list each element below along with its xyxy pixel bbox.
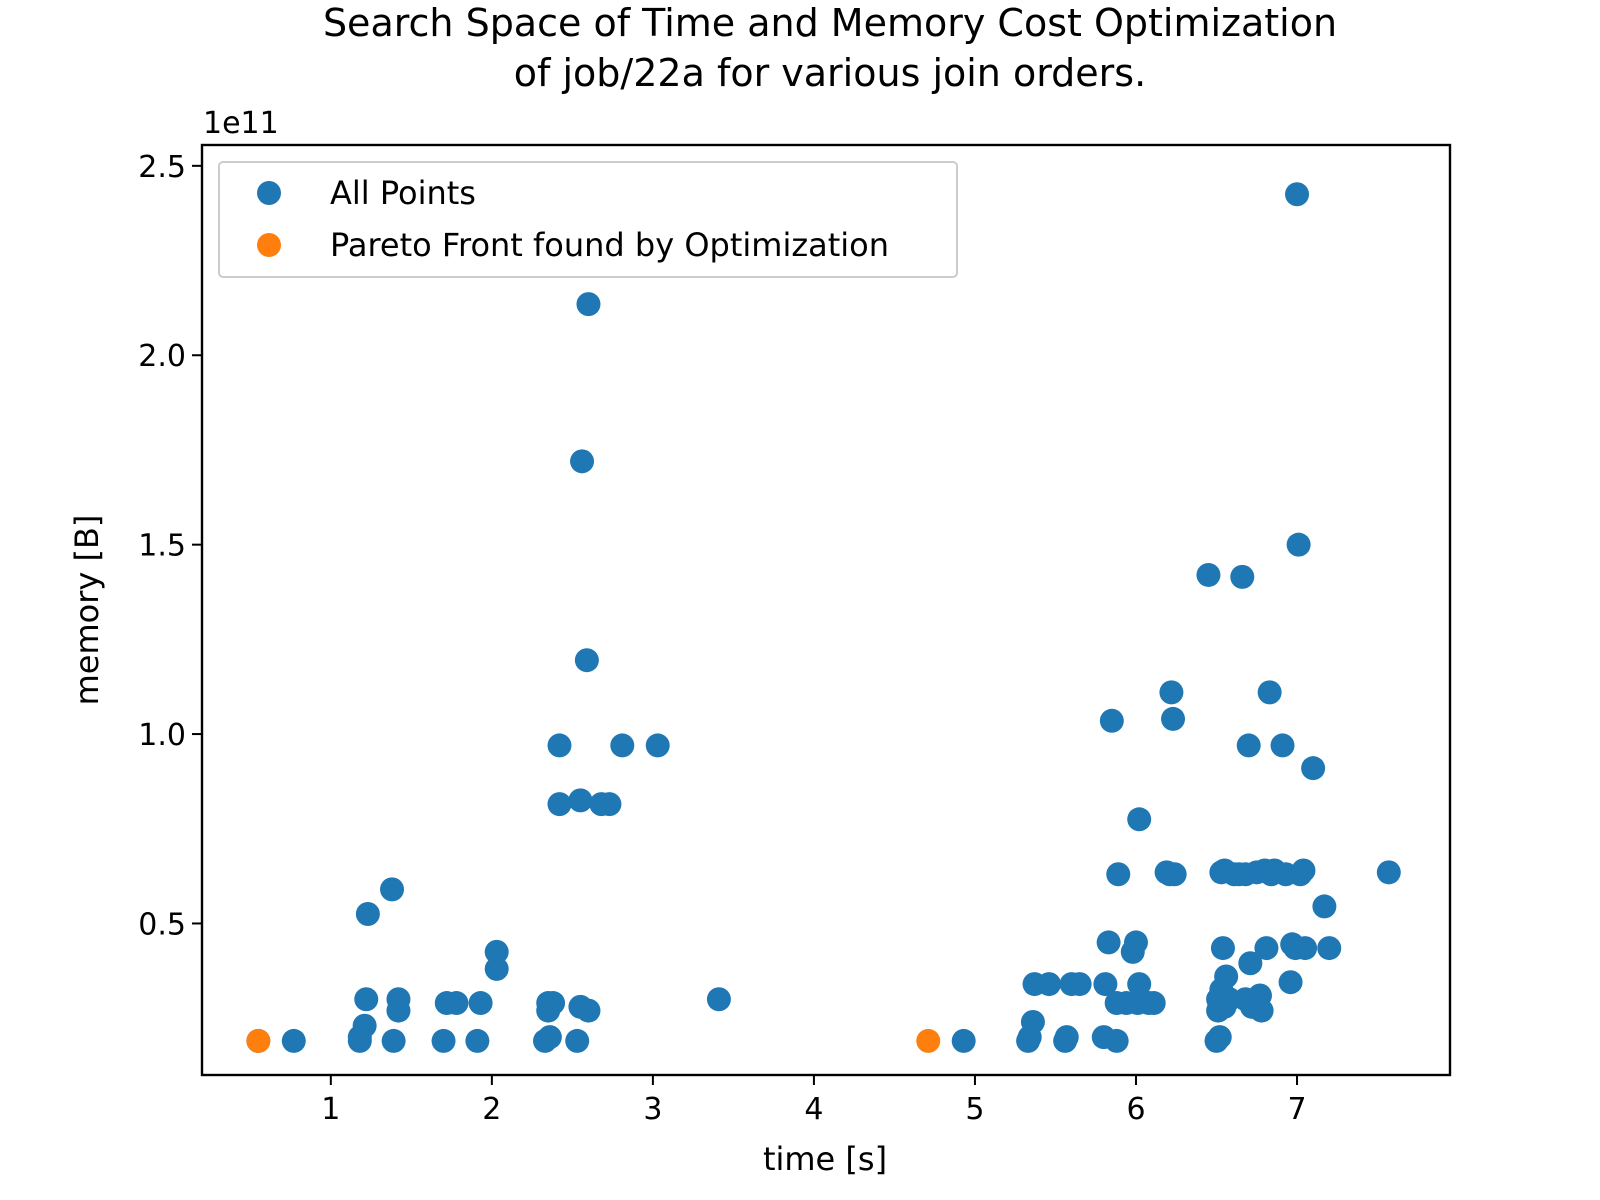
all-points-marker (597, 792, 622, 817)
all-points-marker (1291, 858, 1316, 883)
pareto-front-marker (916, 1028, 941, 1053)
all-points-marker (444, 991, 469, 1016)
pareto-front-marker (246, 1028, 271, 1053)
x-axis-label: time [s] (763, 1140, 887, 1178)
all-points-marker (1161, 706, 1186, 731)
legend-label: Pareto Front found by Optimization (330, 226, 889, 264)
all-points-marker (1104, 1028, 1129, 1053)
all-points-marker (386, 998, 411, 1023)
chart-title-line-1: Search Space of Time and Memory Cost Opt… (323, 1, 1337, 45)
all-points-marker (1141, 991, 1166, 1016)
all-points-marker (610, 733, 635, 758)
y-tick-label: 1.5 (138, 529, 186, 564)
all-points-marker (1312, 894, 1337, 919)
x-tick-label: 7 (1287, 1092, 1306, 1127)
all-points-marker (1099, 708, 1124, 733)
data-points (246, 182, 1401, 1053)
all-points-marker (1067, 972, 1092, 997)
all-points-marker (1020, 1009, 1045, 1034)
all-points-marker (1249, 998, 1274, 1023)
all-points-marker (1207, 1025, 1232, 1050)
legend-marker (257, 233, 281, 257)
all-points-marker (1376, 860, 1401, 885)
all-points-marker (1196, 562, 1221, 587)
y-tick-label: 0.5 (138, 907, 186, 942)
y-axis-offset-label: 1e11 (203, 106, 279, 141)
all-points-marker (1159, 680, 1184, 705)
all-points-marker (1257, 680, 1282, 705)
all-points-marker (706, 987, 731, 1012)
all-points-marker (576, 998, 601, 1023)
all-points-marker (1123, 930, 1148, 955)
all-points-marker (645, 733, 670, 758)
all-points-marker (484, 956, 509, 981)
all-points-marker (355, 902, 380, 927)
all-points-marker (1254, 936, 1279, 961)
all-points-marker (468, 991, 493, 1016)
all-points-marker (547, 733, 572, 758)
legend: All Points Pareto Front found by Optimiza… (218, 161, 958, 278)
all-points-marker (1037, 972, 1062, 997)
all-points-marker (1162, 862, 1187, 887)
all-points-marker (1106, 862, 1131, 887)
all-points-marker (568, 788, 593, 813)
all-points-marker (565, 1028, 590, 1053)
all-points-marker (1285, 182, 1310, 207)
all-points-marker (465, 1028, 490, 1053)
all-points-marker (541, 991, 566, 1016)
x-tick-label: 2 (482, 1092, 501, 1127)
y-tick-label: 1.0 (138, 718, 186, 753)
all-points-marker (484, 939, 509, 964)
legend-label: All Points (330, 174, 476, 212)
all-points-marker (1278, 970, 1303, 995)
all-points-marker (1270, 733, 1295, 758)
x-tick-label: 5 (965, 1092, 984, 1127)
all-points-marker (547, 792, 572, 817)
legend-marker (257, 181, 281, 205)
all-points-marker (1301, 756, 1326, 781)
all-points-marker (574, 648, 599, 673)
all-points-marker (1210, 936, 1235, 961)
all-points-marker (1096, 930, 1121, 955)
all-points-marker (1214, 964, 1239, 989)
y-tick-label: 2.5 (138, 150, 186, 185)
all-points-marker (951, 1028, 976, 1053)
x-tick-label: 4 (804, 1092, 823, 1127)
plot-area-frame (200, 143, 1452, 1077)
all-points-marker (1093, 972, 1118, 997)
all-points-marker (431, 1028, 456, 1053)
all-points-marker (570, 449, 595, 474)
all-points-marker (1317, 936, 1342, 961)
all-points-marker (281, 1028, 306, 1053)
x-axis-ticks: 1 2 3 4 5 6 7 (321, 1075, 1307, 1127)
all-points-marker (1236, 733, 1261, 758)
all-points-marker (380, 877, 405, 902)
all-points-marker (381, 1028, 406, 1053)
x-tick-label: 3 (643, 1092, 662, 1127)
all-points-marker (576, 292, 601, 317)
all-points-marker (537, 1025, 562, 1050)
all-points-marker (1054, 1025, 1079, 1050)
all-points-marker (1230, 564, 1255, 589)
legend-box (218, 161, 958, 278)
x-tick-label: 6 (1126, 1092, 1145, 1127)
y-tick-label: 2.0 (138, 339, 186, 374)
chart-title: Search Space of Time and Memory Cost Opt… (323, 1, 1337, 95)
all-points-marker (1293, 936, 1318, 961)
y-axis-ticks: 0.5 1.0 1.5 2.0 2.5 (138, 150, 202, 942)
y-axis-label: memory [B] (68, 515, 106, 706)
all-points-marker (352, 1013, 377, 1038)
x-tick-label: 1 (321, 1092, 340, 1127)
all-points-marker (1286, 532, 1311, 557)
all-points-marker (354, 987, 379, 1012)
all-points-marker (1127, 807, 1152, 832)
all-points-marker (1238, 951, 1263, 976)
all-points-marker (1127, 972, 1152, 997)
chart-title-line-2: of job/22a for various join orders. (514, 51, 1146, 95)
